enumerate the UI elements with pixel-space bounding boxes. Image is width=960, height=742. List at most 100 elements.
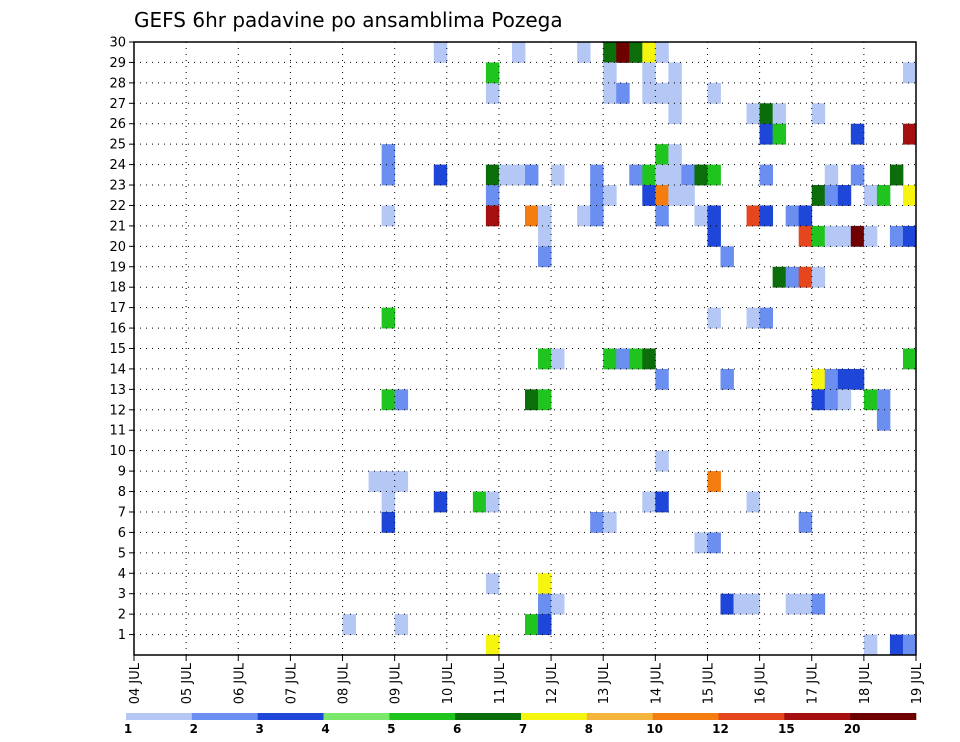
heatmap-cell bbox=[629, 42, 643, 63]
heatmap-cell bbox=[720, 368, 734, 390]
heatmap-cell bbox=[655, 144, 669, 165]
heatmap-cell bbox=[902, 225, 917, 247]
heatmap-cell bbox=[590, 185, 604, 206]
x-tick-label: 04 JUL bbox=[128, 662, 143, 704]
heatmap-cell bbox=[577, 42, 591, 63]
heatmap-cell bbox=[485, 205, 500, 227]
heatmap-cell bbox=[538, 225, 552, 247]
x-tick-label: 09 JUL bbox=[389, 662, 404, 704]
heatmap-cell bbox=[668, 62, 682, 84]
heatmap-cell bbox=[603, 62, 617, 84]
heatmap-cell bbox=[824, 225, 839, 247]
heatmap-cell bbox=[381, 471, 396, 492]
heatmap-cell bbox=[902, 634, 917, 656]
y-tick-label: 25 bbox=[109, 138, 126, 153]
heatmap-cell bbox=[538, 246, 552, 268]
heatmap-cell bbox=[707, 205, 721, 227]
legend-swatch bbox=[850, 713, 917, 720]
y-tick-label: 6 bbox=[118, 526, 126, 541]
x-tick-label: 18 JUL bbox=[858, 662, 873, 704]
y-tick-label: 15 bbox=[109, 342, 126, 357]
heatmap-cell bbox=[733, 593, 747, 615]
y-tick-label: 7 bbox=[118, 505, 126, 520]
legend-swatch bbox=[586, 713, 653, 720]
y-tick-label: 2 bbox=[118, 608, 126, 623]
legend-label: 7 bbox=[519, 722, 527, 736]
heatmap-cell bbox=[902, 62, 917, 84]
heatmap-cell bbox=[538, 389, 552, 411]
y-tick-label: 22 bbox=[109, 199, 126, 214]
legend-swatch bbox=[652, 713, 719, 720]
heatmap-cell bbox=[759, 123, 774, 145]
heatmap-cell bbox=[811, 103, 826, 125]
y-tick-label: 24 bbox=[109, 158, 126, 173]
x-tick-label: 07 JUL bbox=[284, 662, 299, 704]
x-tick-label: 10 JUL bbox=[441, 662, 456, 704]
heatmap-cell bbox=[603, 82, 617, 104]
heatmap-cell bbox=[720, 246, 734, 268]
x-tick-label: 15 JUL bbox=[701, 662, 716, 704]
legend-label: 2 bbox=[190, 722, 198, 736]
heatmap-cell bbox=[772, 266, 787, 288]
heatmap-cell bbox=[837, 185, 852, 206]
heatmap-cell bbox=[616, 82, 630, 104]
heatmap-cell bbox=[655, 164, 669, 186]
heatmap-cell bbox=[433, 42, 448, 63]
heatmap-cell bbox=[720, 593, 734, 615]
heatmap-cell bbox=[655, 368, 669, 390]
y-tick-label: 28 bbox=[109, 76, 126, 91]
heatmap-cell bbox=[538, 614, 552, 635]
legend-label: 10 bbox=[646, 722, 663, 736]
legend-label: 12 bbox=[712, 722, 729, 736]
x-tick-label: 14 JUL bbox=[649, 662, 664, 704]
heatmap-cell bbox=[525, 164, 539, 186]
heatmap-cell bbox=[668, 185, 682, 206]
heatmap-cell bbox=[837, 368, 852, 390]
y-tick-label: 18 bbox=[109, 281, 126, 296]
heatmap-cell bbox=[811, 389, 826, 411]
heatmap-cell bbox=[811, 266, 826, 288]
legend-swatch bbox=[455, 713, 522, 720]
heatmap-cell bbox=[798, 225, 813, 247]
heatmap-cell bbox=[551, 164, 565, 186]
heatmap-cell bbox=[876, 389, 891, 411]
heatmap-cell bbox=[668, 82, 682, 104]
heatmap-cell bbox=[668, 164, 682, 186]
y-tick-label: 10 bbox=[109, 444, 126, 459]
legend-swatch bbox=[191, 713, 258, 720]
heatmap-cell bbox=[772, 123, 787, 145]
heatmap-cell bbox=[525, 389, 539, 411]
heatmap-cell bbox=[381, 307, 396, 329]
heatmap-cell bbox=[902, 185, 917, 206]
x-tick-label: 19 JUL bbox=[910, 662, 925, 704]
heatmap-cell bbox=[798, 205, 813, 227]
heatmap-cell bbox=[811, 225, 826, 247]
heatmap-cell bbox=[590, 205, 604, 227]
x-tick-label: 05 JUL bbox=[180, 662, 195, 704]
heatmap-cell bbox=[694, 164, 708, 186]
heatmap-cell bbox=[902, 348, 917, 370]
y-tick-label: 12 bbox=[109, 403, 126, 418]
heatmap-cell bbox=[629, 348, 643, 370]
heatmap-cell bbox=[381, 144, 396, 165]
heatmap-cell bbox=[551, 348, 565, 370]
heatmap-cell bbox=[694, 205, 708, 227]
heatmap-cell bbox=[485, 164, 500, 186]
heatmap-cell bbox=[381, 491, 396, 513]
heatmap-cell bbox=[342, 614, 356, 635]
heatmap-cell bbox=[759, 164, 774, 186]
heatmap-cell bbox=[707, 307, 721, 329]
plot-border bbox=[133, 41, 917, 656]
y-tick-label: 5 bbox=[118, 546, 126, 561]
heatmap-cell bbox=[824, 389, 839, 411]
legend-label: 20 bbox=[844, 722, 861, 736]
heatmap-cell bbox=[485, 62, 500, 84]
y-tick-label: 21 bbox=[109, 219, 126, 234]
x-tick-label: 16 JUL bbox=[754, 662, 769, 704]
heatmap-cell bbox=[902, 123, 917, 145]
heatmap-cell bbox=[629, 164, 643, 186]
x-tick-label: 17 JUL bbox=[806, 662, 821, 704]
y-tick-label: 3 bbox=[118, 587, 126, 602]
heatmap-cell bbox=[837, 389, 852, 411]
heatmap-cell bbox=[694, 532, 708, 554]
